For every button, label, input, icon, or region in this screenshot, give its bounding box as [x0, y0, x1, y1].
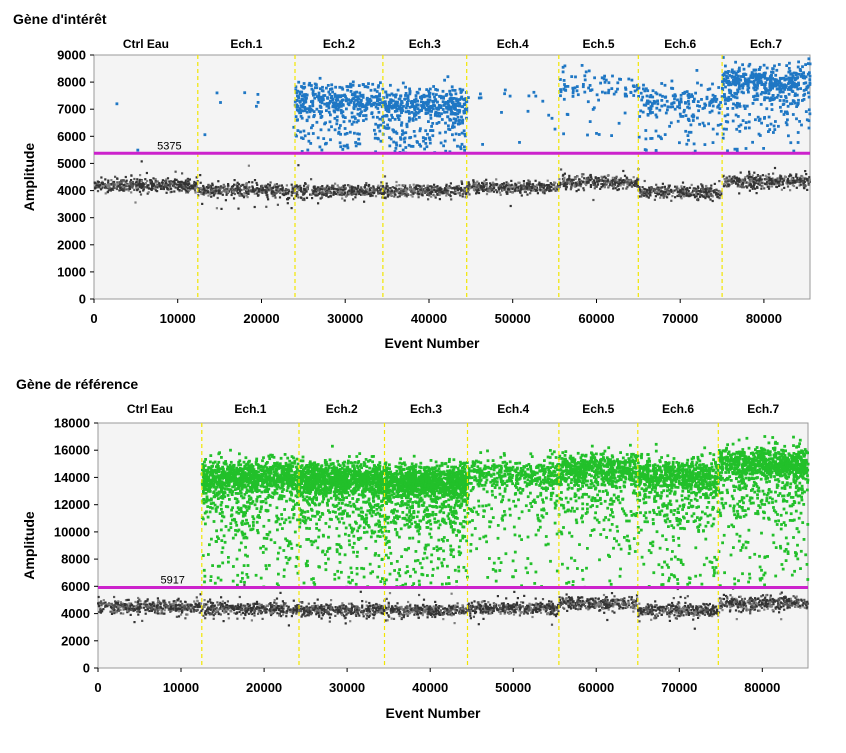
well-label: Ctrl Eau	[123, 37, 169, 51]
well-label: Ech.4	[497, 37, 529, 51]
chart-panel-interet: Gène d'intérêt 5375 Ctrl Eau Ech.1 Ech.2 Ech.…	[13, 11, 812, 351]
y-tick-label: 7000	[57, 102, 86, 117]
well-label: Ech.3	[409, 37, 441, 51]
y-tick-label: 9000	[57, 48, 86, 63]
y-tick-label: 3000	[57, 210, 86, 225]
well-label: Ech.3	[410, 402, 442, 416]
well-label: Ech.7	[747, 402, 779, 416]
droplet-cloud	[93, 56, 812, 210]
y-tick-label: 6000	[57, 129, 86, 144]
y-tick-label: 0	[79, 292, 86, 307]
well-label: Ctrl Eau	[127, 402, 173, 416]
y-tick-label: 2000	[57, 237, 86, 252]
y-tick-label: 0	[83, 661, 90, 676]
well-label: Ech.7	[750, 37, 782, 51]
threshold-label: 5917	[160, 575, 184, 587]
x-tick-label: 10000	[163, 680, 199, 695]
y-tick-label: 2000	[61, 633, 90, 648]
x-tick-label: 0	[90, 311, 97, 326]
y-tick-label: 5000	[57, 156, 86, 171]
well-label: Ech.2	[326, 402, 358, 416]
x-tick-label: 30000	[329, 680, 365, 695]
well-label: Ech.4	[497, 402, 529, 416]
well-label: Ech.5	[582, 402, 614, 416]
x-tick-label: 40000	[411, 311, 447, 326]
x-axis-title: Event Number	[386, 705, 481, 721]
y-tick-label: 14000	[54, 470, 90, 485]
x-tick-label: 20000	[246, 680, 282, 695]
y-tick-label: 8000	[57, 75, 86, 90]
x-tick-label: 80000	[746, 311, 782, 326]
y-tick-label: 10000	[54, 524, 90, 539]
well-label: Ech.2	[323, 37, 355, 51]
x-tick-label: 50000	[495, 311, 531, 326]
x-axis-title: Event Number	[385, 335, 480, 351]
x-tick-label: 20000	[243, 311, 279, 326]
well-label: Ech.6	[664, 37, 696, 51]
x-tick-label: 60000	[578, 311, 614, 326]
x-tick-label: 10000	[160, 311, 196, 326]
y-tick-label: 8000	[61, 552, 90, 567]
y-tick-label: 18000	[54, 416, 90, 431]
threshold-label: 5375	[157, 140, 181, 152]
x-tick-label: 70000	[662, 311, 698, 326]
x-tick-label: 30000	[327, 311, 363, 326]
x-tick-label: 80000	[744, 680, 780, 695]
droplet-cloud	[97, 435, 810, 630]
y-tick-label: 16000	[54, 443, 90, 458]
well-label: Ech.6	[662, 402, 694, 416]
chart-panel-reference: Gène de référence 5917 Ctrl Eau Ech.1 Ech.2 E…	[16, 376, 810, 721]
x-tick-label: 50000	[495, 680, 531, 695]
x-tick-label: 60000	[578, 680, 614, 695]
chart-title: Gène de référence	[16, 376, 138, 392]
y-tick-label: 6000	[61, 579, 90, 594]
y-axis-title: Amplitude	[21, 511, 37, 580]
y-tick-label: 12000	[54, 497, 90, 512]
x-tick-label: 0	[94, 680, 101, 695]
x-tick-label: 70000	[661, 680, 697, 695]
well-label: Ech.1	[234, 402, 266, 416]
well-label: Ech.5	[582, 37, 614, 51]
y-tick-label: 4000	[57, 183, 86, 198]
y-axis-title: Amplitude	[21, 143, 37, 212]
chart-title: Gène d'intérêt	[13, 11, 107, 27]
y-tick-label: 1000	[57, 264, 86, 279]
x-tick-label: 40000	[412, 680, 448, 695]
well-label: Ech.1	[230, 37, 262, 51]
y-tick-label: 4000	[61, 606, 90, 621]
